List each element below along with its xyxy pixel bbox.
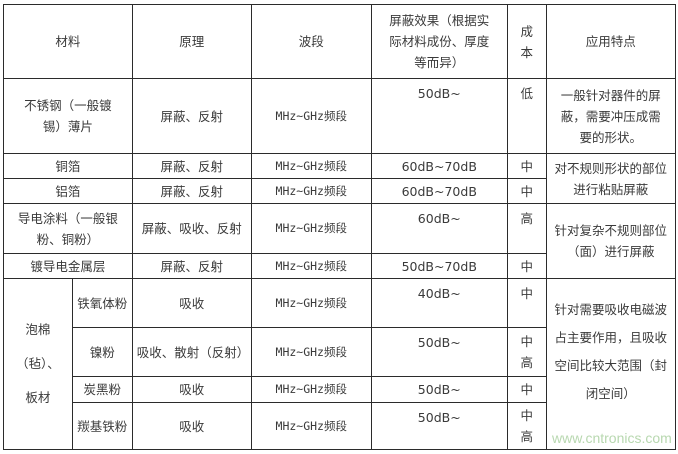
application-cell: 针对需要吸收电磁波占主要作用，且吸收空间比较大范围（封闭空间） [545, 278, 676, 450]
material-cell: 镀导电金属层 [3, 253, 133, 279]
cost-cell: 中高 [506, 327, 547, 377]
principle-cell: 屏蔽、反射 [131, 78, 252, 154]
application-cell: 对不规则形状的部位进行粘贴屏蔽 [545, 153, 676, 204]
header-band: 波段 [250, 4, 372, 79]
principle-cell: 屏蔽、反射 [131, 153, 252, 179]
principle-cell: 吸收、散射（反射） [131, 327, 252, 377]
table-row: 铜箔 屏蔽、反射 MHz~GHz频段 60dB~70dB 中 对不规则形状的部位… [3, 153, 676, 204]
effect-cell: 50dB~ [370, 78, 508, 154]
material-cell: 羰基铁粉 [71, 402, 133, 450]
shielding-materials-table: 材料 原理 波段 屏蔽效果（根据实际材料成份、厚度等而异） 成本 应用特点 不锈… [3, 4, 676, 450]
principle-cell: 屏蔽、反射 [131, 253, 252, 279]
watermark: www.cntronics.com [552, 430, 672, 446]
effect-cell: 60dB~70dB [370, 178, 508, 204]
effect-cell: 40dB~ [370, 278, 508, 328]
table-row: 羰基铁粉 吸收 MHz~GHz频段 50dB~ 中高 [4, 402, 676, 450]
cost-cell: 中 [506, 178, 547, 204]
effect-cell: 50dB~ [370, 327, 508, 377]
band-cell: MHz~GHz频段 [250, 327, 372, 377]
table-row: 炭黑粉 吸收 MHz~GHz频段 50dB~ 中 [4, 376, 676, 403]
application-cell: 一般针对器件的屏蔽，需要冲压成需要的形状。 [545, 78, 676, 154]
band-cell: MHz~GHz频段 [250, 178, 372, 204]
material-cell: 不锈钢（一般镀锡）薄片 [3, 78, 133, 154]
effect-cell: 50dB~70dB [370, 253, 508, 279]
foam-group-cell: 泡棉（毡）、板材 [3, 278, 73, 450]
header-row: 材料 原理 波段 屏蔽效果（根据实际材料成份、厚度等而异） 成本 应用特点 [3, 4, 676, 79]
band-cell: MHz~GHz频段 [250, 278, 372, 328]
material-cell: 导电涂料（一般银粉、铜粉） [3, 203, 133, 254]
cost-cell: 中 [506, 153, 547, 179]
band-cell: MHz~GHz频段 [250, 153, 372, 179]
table-row: 不锈钢（一般镀锡）薄片 屏蔽、反射 MHz~GHz频段 50dB~ 低 一般针对… [3, 78, 676, 154]
header-principle: 原理 [131, 4, 252, 79]
cost-cell: 高 [506, 203, 547, 254]
effect-cell: 50dB~ [370, 402, 508, 450]
material-cell: 炭黑粉 [71, 376, 133, 403]
band-cell: MHz~GHz频段 [250, 402, 372, 450]
material-cell: 镍粉 [71, 327, 133, 377]
effect-cell: 60dB~70dB [370, 153, 508, 179]
cost-cell: 中 [506, 376, 547, 403]
principle-cell: 屏蔽、反射 [131, 178, 252, 204]
band-cell: MHz~GHz频段 [250, 203, 372, 254]
table-row: 铝箔 屏蔽、反射 MHz~GHz频段 60dB~70dB 中 [3, 178, 676, 204]
effect-cell: 60dB~ [370, 203, 508, 254]
band-cell: MHz~GHz频段 [250, 253, 372, 279]
header-application: 应用特点 [545, 4, 676, 79]
cost-cell: 中高 [506, 402, 547, 450]
table-row: 镍粉 吸收、散射（反射） MHz~GHz频段 50dB~ 中高 [4, 327, 676, 377]
header-effect: 屏蔽效果（根据实际材料成份、厚度等而异） [370, 4, 508, 79]
principle-cell: 吸收 [131, 278, 252, 328]
principle-cell: 屏蔽、吸收、反射 [131, 203, 252, 254]
material-cell: 铝箔 [3, 178, 133, 204]
table-row: 导电涂料（一般银粉、铜粉） 屏蔽、吸收、反射 MHz~GHz频段 60dB~ 高… [3, 203, 676, 279]
cost-cell: 低 [506, 78, 547, 154]
material-cell: 铁氧体粉 [71, 278, 133, 328]
header-material: 材料 [3, 4, 133, 79]
header-cost: 成本 [506, 4, 547, 79]
principle-cell: 吸收 [131, 402, 252, 450]
principle-cell: 吸收 [131, 376, 252, 403]
band-cell: MHz~GHz频段 [250, 376, 372, 403]
material-cell: 铜箔 [3, 153, 133, 179]
effect-cell: 50dB~ [370, 376, 508, 403]
cost-cell: 中 [506, 253, 547, 279]
table-row: 泡棉（毡）、板材 铁氧体粉 吸收 MHz~GHz频段 40dB~ 中 针对需要吸… [3, 278, 676, 450]
table-row: 镀导电金属层 屏蔽、反射 MHz~GHz频段 50dB~70dB 中 [3, 253, 676, 279]
application-cell: 针对复杂不规则部位（面）进行屏蔽 [545, 203, 676, 279]
cost-cell: 中 [506, 278, 547, 328]
band-cell: MHz~GHz频段 [250, 78, 372, 154]
